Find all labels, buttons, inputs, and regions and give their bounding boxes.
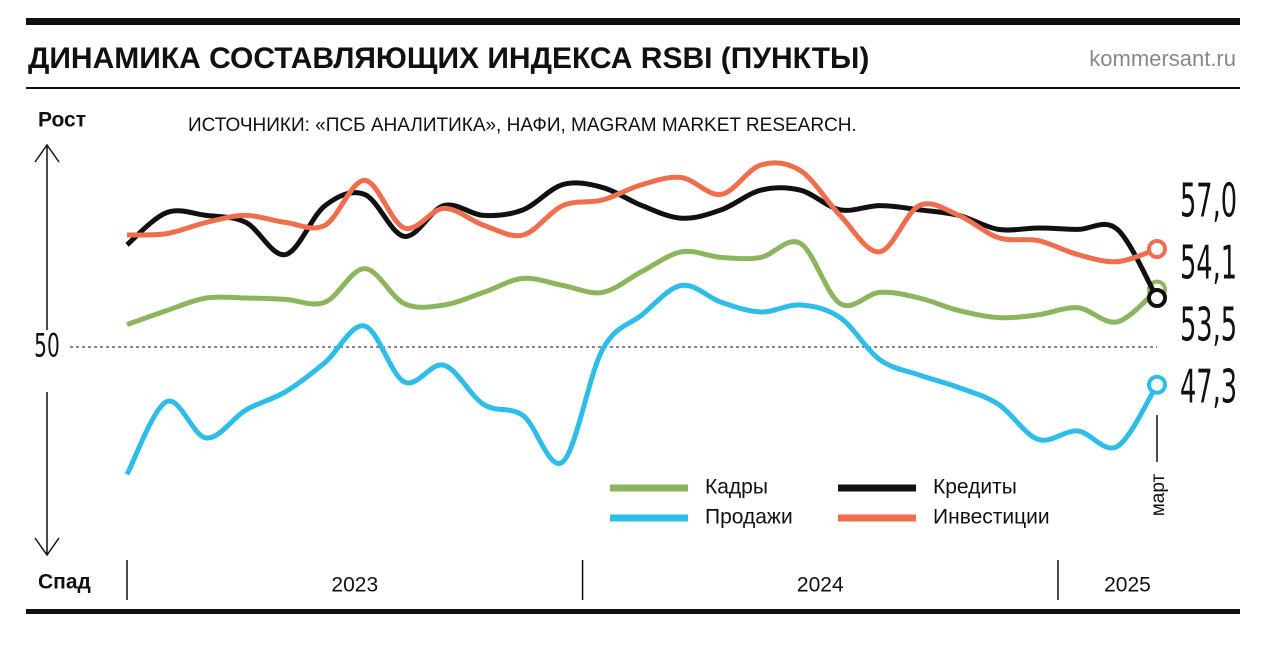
x-tick-label: 2023 xyxy=(331,574,378,597)
line xyxy=(126,160,1158,265)
value-label: 53,5 xyxy=(1180,299,1237,353)
x-tick-label: 2024 xyxy=(797,574,844,597)
legend-label: Кредиты xyxy=(933,476,1017,499)
end-marker xyxy=(1147,288,1167,308)
y-top-label: Рост xyxy=(38,109,86,132)
top-rule xyxy=(26,18,1240,25)
legend-label: Инвестиции xyxy=(933,506,1050,529)
bottom-rule xyxy=(26,609,1240,614)
legend-label: Продажи xyxy=(705,506,793,529)
chart-title: ДИНАМИКА СОСТАВЛЯЮЩИХ ИНДЕКСА RSBI (ПУНК… xyxy=(28,42,869,75)
axis-arrows xyxy=(34,143,60,557)
end-marker xyxy=(1147,374,1167,395)
value-label: 57,0 xyxy=(1180,175,1237,229)
site: kommersant.ru xyxy=(1089,46,1236,71)
header-rule xyxy=(26,87,1240,89)
legend-label: Кадры xyxy=(705,476,768,499)
last-point-label: март xyxy=(1148,473,1169,516)
value-label: 47,3 xyxy=(1180,361,1237,415)
line xyxy=(124,282,1160,476)
end-marker xyxy=(1147,239,1167,259)
source: ИСТОЧНИКИ: «ПСБ АНАЛИТИКА», НАФИ, MAGRAM… xyxy=(188,115,857,136)
y-bottom-label: Спад xyxy=(38,571,91,594)
line xyxy=(126,239,1159,327)
x-tick-label: 2025 xyxy=(1104,574,1151,597)
value-label: 54,1 xyxy=(1180,237,1237,291)
y-tick-label: 50 xyxy=(34,326,60,364)
line xyxy=(125,180,1160,300)
